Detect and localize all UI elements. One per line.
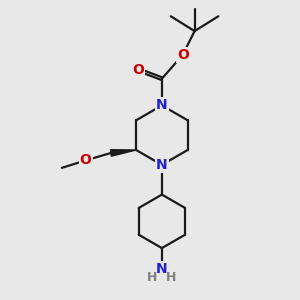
Polygon shape xyxy=(110,150,136,156)
Text: H: H xyxy=(147,271,158,284)
Text: O: O xyxy=(80,153,92,167)
Text: O: O xyxy=(132,63,144,77)
Text: N: N xyxy=(156,262,168,276)
Text: H: H xyxy=(166,271,177,284)
Text: N: N xyxy=(156,98,168,112)
Text: N: N xyxy=(156,158,168,172)
Text: O: O xyxy=(177,48,189,62)
